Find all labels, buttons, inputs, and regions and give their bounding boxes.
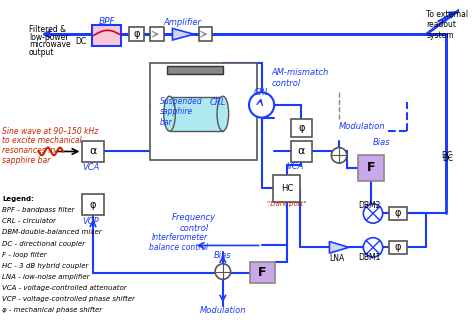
Text: BPF: BPF (98, 17, 115, 26)
Bar (150, 63, 257, 160)
Bar (167, 66, 223, 74)
Text: Legend:: Legend: (2, 196, 34, 202)
Text: CRL: CRL (254, 88, 270, 97)
Text: CRL - circulator: CRL - circulator (2, 218, 56, 224)
Text: Suspended
sapphire
bar: Suspended sapphire bar (160, 97, 202, 127)
Text: VCA: VCA (82, 164, 100, 172)
Bar (92, 24, 121, 46)
Text: F: F (367, 162, 375, 174)
Text: Sine wave at 90–150 kHz: Sine wave at 90–150 kHz (2, 126, 98, 136)
Text: AM-mismatch
control: AM-mismatch control (271, 68, 328, 87)
Text: to excite mechanical: to excite mechanical (2, 136, 82, 145)
Text: DBM2: DBM2 (358, 201, 381, 210)
Bar (199, 27, 212, 41)
Bar (170, 97, 223, 131)
Text: Bias: Bias (373, 138, 391, 147)
Text: DBM-double-balanced mixer: DBM-double-balanced mixer (2, 229, 101, 235)
Ellipse shape (217, 96, 228, 131)
Text: φ: φ (90, 200, 96, 210)
Bar (291, 119, 312, 137)
Text: DC - directional coupler: DC - directional coupler (2, 240, 85, 247)
Text: DC: DC (75, 37, 87, 46)
Polygon shape (173, 28, 194, 40)
Text: α: α (89, 146, 97, 157)
Bar (358, 155, 383, 180)
Text: Modulation: Modulation (200, 306, 246, 315)
Text: Modulation: Modulation (339, 122, 386, 131)
Circle shape (331, 148, 347, 163)
Text: DC: DC (442, 154, 453, 163)
Text: Interferometer
balance control: Interferometer balance control (149, 233, 208, 252)
Text: To external
readout
system: To external readout system (426, 10, 468, 40)
Text: VCA - voltage-controlled attenuator: VCA - voltage-controlled attenuator (2, 285, 127, 291)
Bar (390, 207, 407, 220)
Text: sapphire bar: sapphire bar (2, 156, 50, 165)
Text: Filtered &: Filtered & (29, 25, 66, 34)
Text: LNA: LNA (329, 254, 345, 262)
Circle shape (249, 92, 274, 118)
Circle shape (364, 238, 383, 257)
Text: F: F (258, 266, 267, 279)
Text: "Dark port": "Dark port" (267, 201, 307, 207)
Text: VCA: VCA (287, 163, 304, 171)
Ellipse shape (164, 96, 175, 131)
Text: Frequency
control: Frequency control (172, 213, 216, 233)
Text: F - loop filter: F - loop filter (2, 252, 46, 258)
Text: Amplifier: Amplifier (163, 18, 201, 27)
Text: VCP: VCP (82, 217, 99, 226)
Circle shape (215, 264, 230, 279)
Text: low-power: low-power (29, 33, 69, 42)
Text: φ: φ (395, 209, 401, 218)
Text: HC - 3 dB hybrid coupler: HC - 3 dB hybrid coupler (2, 263, 88, 269)
Circle shape (364, 204, 383, 223)
Text: HC: HC (281, 184, 293, 193)
Text: resonances in: resonances in (2, 146, 55, 155)
Text: φ: φ (133, 29, 140, 39)
Text: φ: φ (298, 123, 305, 133)
Bar (82, 194, 104, 215)
Bar (82, 141, 104, 162)
Bar (273, 175, 301, 202)
Text: microwave: microwave (29, 40, 71, 49)
Text: φ: φ (395, 242, 401, 252)
Bar (150, 27, 164, 41)
Text: CRL: CRL (210, 98, 226, 107)
Text: VCP - voltage-controlled phase shifter: VCP - voltage-controlled phase shifter (2, 296, 135, 302)
Text: BPF - bandpass filter: BPF - bandpass filter (2, 207, 74, 213)
Text: α: α (298, 146, 305, 157)
Text: Bias: Bias (214, 251, 232, 260)
Polygon shape (329, 242, 349, 253)
Bar (390, 241, 407, 254)
Text: LNA - low-noise amplifier: LNA - low-noise amplifier (2, 274, 90, 280)
Text: DC: DC (441, 151, 452, 160)
Text: output: output (29, 48, 55, 57)
Bar (129, 27, 145, 41)
Bar (250, 262, 275, 283)
Text: DBM1: DBM1 (358, 253, 381, 261)
Text: φ - mechanical phase shifter: φ - mechanical phase shifter (2, 307, 102, 313)
Bar (291, 141, 312, 162)
